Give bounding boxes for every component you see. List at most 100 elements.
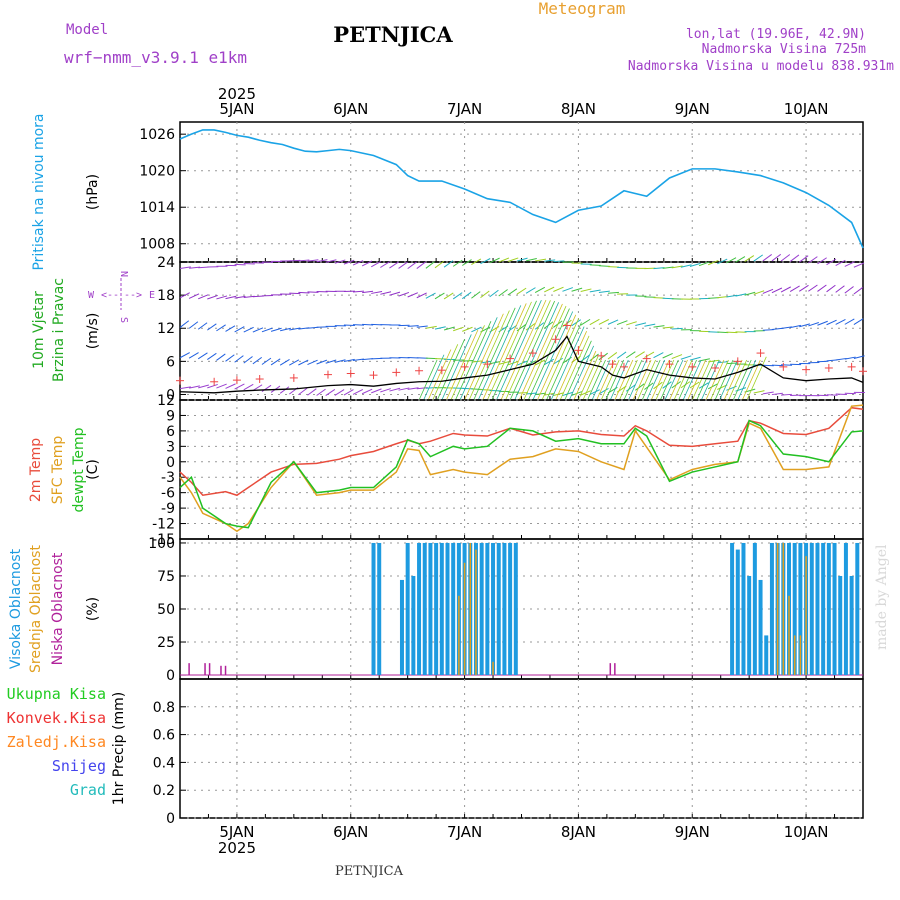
wind-arrow [398,387,410,391]
pressure-ytick-label: 1026 [139,127,175,143]
high-cloud-bar [485,542,490,676]
wind-barb [678,359,697,401]
wind-arrow [771,392,783,396]
high-cloud-bar [798,542,803,676]
wind-barb [691,359,711,401]
wind-speed-line [179,335,864,394]
wind-arrow [434,260,445,269]
high-cloud-bar [434,542,439,676]
top-date-label: 9JAN [675,100,710,118]
pressure-unit: (hPa) [85,174,101,210]
wind-panel: 0 6 12 18 24 (m/s) [85,253,867,403]
wind-arrow [744,255,755,263]
high-cloud-bar [502,542,507,676]
compass-west: W [88,290,95,301]
high-cloud-bar [747,575,752,676]
wind-barb [568,345,595,401]
wind-arrow [534,286,546,293]
wind-barb [591,359,611,401]
wind-arrow [635,351,645,358]
clouds-ytick-label: 0 [166,668,175,684]
mid-cloud-bar [492,661,494,676]
wind-arrow [544,392,556,396]
mid-cloud-bar [475,549,477,676]
high-cloud-bar [513,542,518,676]
wind-arrow [589,353,599,362]
wind-arrow [616,320,628,326]
wind-barb [432,344,459,401]
high-cloud-bar [730,542,735,676]
wind-arrow [607,352,618,360]
wind-arrow [370,260,382,268]
cloud-label-0: Visoka Oblacnost [8,548,24,669]
mid-cloud-bar [458,595,460,676]
wind-barb [641,359,661,401]
wind-arrow [279,386,290,394]
wind-arrow [644,382,654,390]
wind-arrow [316,359,328,365]
high-cloud-bar [821,542,826,676]
wind-arrow [352,260,364,266]
wind-ytick-label: 12 [157,321,175,337]
wind-arrow [553,260,565,263]
wind-arrow [280,327,291,332]
wind-arrow [480,258,491,265]
wind-arrow [207,383,218,389]
wind-barb [464,313,504,401]
temperature-ytick-label: -9 [161,501,175,517]
wind-barb [450,325,485,401]
wind-arrow [844,356,856,360]
wind-arrow [252,262,264,264]
wind-barb [505,300,551,401]
wind-arrow [798,255,809,263]
mid-cloud-bar [799,635,802,676]
wind-arrow [243,383,254,391]
wind-arrow [398,291,410,297]
temperature-ytick-label: 0 [166,455,175,471]
high-cloud-bar [758,579,763,676]
wind-barb [632,359,652,401]
wind-barb [637,359,656,401]
wind-arrow [753,254,764,262]
wind-barb [491,300,537,401]
low-cloud-bar [220,665,222,676]
wind-arrow [671,265,683,269]
wind-arrow [808,322,819,327]
altitude-text: Nadmorska Visina 725m [702,42,867,57]
wind-arrow [717,258,728,265]
wind-arrow [179,352,190,359]
wind-arrow [844,286,854,294]
bottom-date-label: 7JAN [447,823,482,841]
wind-arrow [671,327,683,330]
wind-ytick-label: 24 [157,255,175,271]
wind-barb [705,359,725,401]
wind-barb [559,335,590,401]
wind-arrow [179,320,190,328]
wind-barb [436,339,465,401]
clouds-ytick-label: 25 [157,635,175,651]
precip-frame [179,678,864,819]
wind-arrow [325,388,336,396]
wind-arrow [361,388,373,395]
temperature-unit: (C) [85,459,101,480]
wind-arrow [334,359,346,363]
wind-arrow [653,352,664,359]
wind-barb [514,302,560,401]
wind-arrow [771,287,783,294]
high-cloud-bar [809,542,814,676]
wind-arrow [707,383,719,390]
low-cloud-bar [208,663,211,676]
wind-arrow [607,319,619,325]
wind-arrow [243,263,255,265]
high-cloud-bar [422,542,427,676]
temp-label-2: dewpt Temp [71,427,87,512]
mid-cloud-bar [469,542,472,676]
high-cloud-bar [479,542,484,676]
clouds-panel: 0 25 50 75 100 (%) [85,536,864,684]
compass-south: S [118,317,129,323]
wind-arrow [179,386,191,390]
wind-arrow [252,327,264,333]
wind-barb [446,329,479,401]
wind-arrow [270,358,281,366]
top-date-label: 10JAN [784,100,829,118]
